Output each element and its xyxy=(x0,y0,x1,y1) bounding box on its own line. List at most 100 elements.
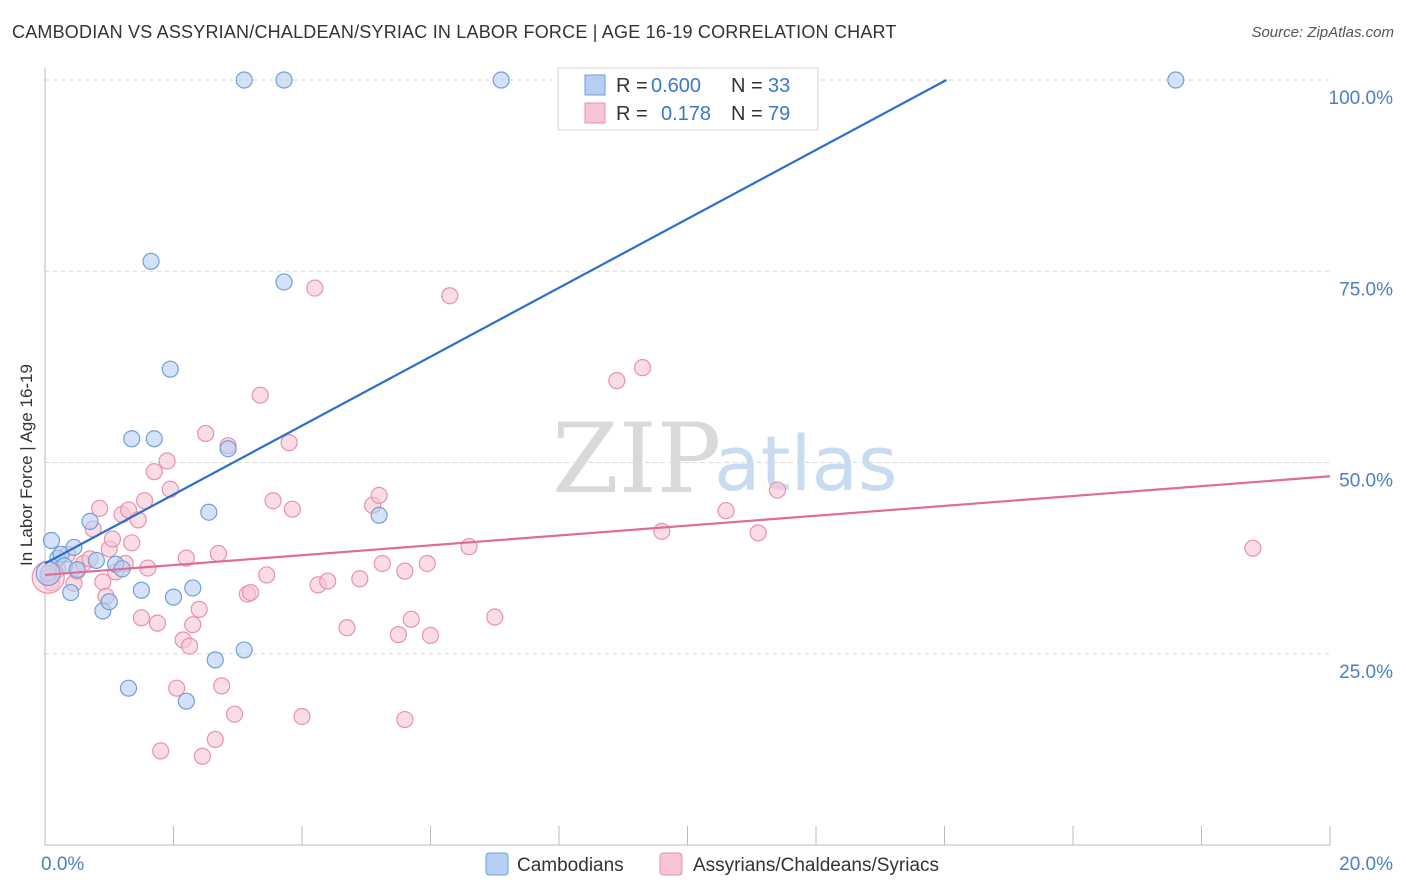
assyrian-point xyxy=(293,707,311,726)
assyrian-point xyxy=(373,554,391,573)
trend-lines xyxy=(44,79,1331,577)
cambodian-point xyxy=(145,430,163,448)
y-tick-label: 100.0% xyxy=(1329,88,1394,109)
assyrian-point xyxy=(135,492,154,510)
assyrian-point xyxy=(338,619,356,637)
assyrian-point xyxy=(145,463,163,481)
series-legend-swatch-cambodians xyxy=(485,852,509,876)
cambodian-point xyxy=(275,71,293,89)
cambodian-point xyxy=(62,583,80,602)
cambodian-point xyxy=(1167,71,1185,89)
chart-source: Source: ZipAtlas.com xyxy=(1251,24,1394,41)
cambodian-point xyxy=(42,531,61,550)
assyrian-point xyxy=(653,522,671,540)
cambodian-point xyxy=(81,512,99,531)
assyrian-point xyxy=(190,600,208,618)
cambodian-point xyxy=(132,581,150,599)
assyrian-point xyxy=(717,502,735,520)
cambodian-point xyxy=(119,679,138,697)
legend-r-label-1: R = xyxy=(616,75,648,97)
legend-r-value-1: 0.600 xyxy=(651,75,701,97)
series-legend: Cambodians Assyrians/Chaldeans/Syriacs xyxy=(485,852,939,876)
assyrian-point xyxy=(441,287,459,305)
assyrian-point xyxy=(319,572,337,590)
cambodian-point xyxy=(87,551,106,570)
y-tick-label: 75.0% xyxy=(1339,279,1393,300)
assyrian-point xyxy=(209,544,228,563)
assyrian-point xyxy=(158,452,176,470)
cambodian-point xyxy=(370,506,388,524)
assyrian-point xyxy=(148,614,167,632)
assyrian-point xyxy=(193,747,212,765)
assyrian-point xyxy=(132,609,150,627)
assyrian-point xyxy=(123,534,141,552)
assyrian-point xyxy=(213,677,231,695)
assyrian-point xyxy=(389,626,407,644)
y-axis-label: In Labor Force | Age 16-19 xyxy=(17,364,36,566)
cambodian-point xyxy=(235,641,253,659)
cambodian-point xyxy=(142,252,160,270)
assyrian-point xyxy=(161,480,179,498)
cambodian-point xyxy=(184,579,202,597)
assyrian-point xyxy=(264,492,282,510)
data-points xyxy=(31,71,1262,765)
cambodian-point xyxy=(68,560,86,579)
assyrian-point xyxy=(749,524,767,542)
assyrian-point xyxy=(184,616,202,634)
assyrian-point xyxy=(103,530,122,548)
x-tick-label: 0.0% xyxy=(41,854,84,875)
cambodian-point xyxy=(200,503,218,521)
legend-swatch-pink xyxy=(584,102,606,124)
series-legend-label-cambodians: Cambodians xyxy=(517,855,624,876)
y-tick-label: 50.0% xyxy=(1339,471,1393,492)
y-tick-label: 25.0% xyxy=(1339,662,1393,683)
assyrian-point xyxy=(283,500,301,518)
assyrian-point xyxy=(152,742,170,760)
axes: 100.0% 75.0% 50.0% 25.0% 0.0% 20.0% xyxy=(41,68,1393,875)
cambodian-point xyxy=(275,273,293,291)
legend-n-label-1: N = xyxy=(731,75,763,97)
watermark-zip: ZIP xyxy=(552,403,721,515)
cambodian-point xyxy=(492,71,510,89)
assyrian-point xyxy=(351,570,369,588)
cambodian-point xyxy=(206,651,224,669)
assyrian-point xyxy=(91,499,109,517)
assyrian-point xyxy=(251,386,269,404)
cambodian-point xyxy=(161,360,179,378)
legend-n-value-2: 79 xyxy=(768,103,790,125)
assyrian-point xyxy=(370,486,388,504)
legend-r-label-2: R = xyxy=(616,103,648,125)
x-tick-label: 20.0% xyxy=(1339,854,1393,875)
cambodian-point xyxy=(235,71,253,89)
assyrian-point xyxy=(396,710,414,729)
assyrian-point xyxy=(206,730,224,749)
assyrian-point xyxy=(242,583,260,602)
assyrian-point xyxy=(396,562,414,580)
cambodian-point xyxy=(219,440,237,458)
legend-swatch-blue xyxy=(584,74,606,96)
assyrian-point xyxy=(1244,539,1262,557)
cambodian-trend-line xyxy=(44,79,947,565)
grid-lines xyxy=(45,79,1330,655)
assyrian-point xyxy=(402,610,420,628)
assyrian-point xyxy=(197,424,215,443)
legend-r-value-2: 0.178 xyxy=(661,103,711,125)
watermark-atlas: atlas xyxy=(714,419,898,508)
cambodian-point xyxy=(100,593,118,611)
assyrian-point xyxy=(608,372,626,390)
assyrian-point xyxy=(633,359,652,377)
series-legend-label-assyrians: Assyrians/Chaldeans/Syriacs xyxy=(693,855,939,876)
assyrian-trend-line xyxy=(44,475,1331,577)
legend-n-label-2: N = xyxy=(731,103,763,125)
cambodian-point xyxy=(164,588,183,606)
assyrian-point xyxy=(768,481,787,499)
series-legend-swatch-assyrians xyxy=(659,852,683,876)
watermark: ZIP atlas xyxy=(552,403,898,515)
assyrian-point xyxy=(280,434,298,452)
assyrian-point xyxy=(180,637,199,655)
cambodian-point xyxy=(123,430,141,448)
correlation-legend: R = 0.600 N = 33 R = 0.178 N = 79 xyxy=(557,67,819,131)
assyrian-point xyxy=(258,566,276,584)
assyrian-point xyxy=(306,279,324,297)
